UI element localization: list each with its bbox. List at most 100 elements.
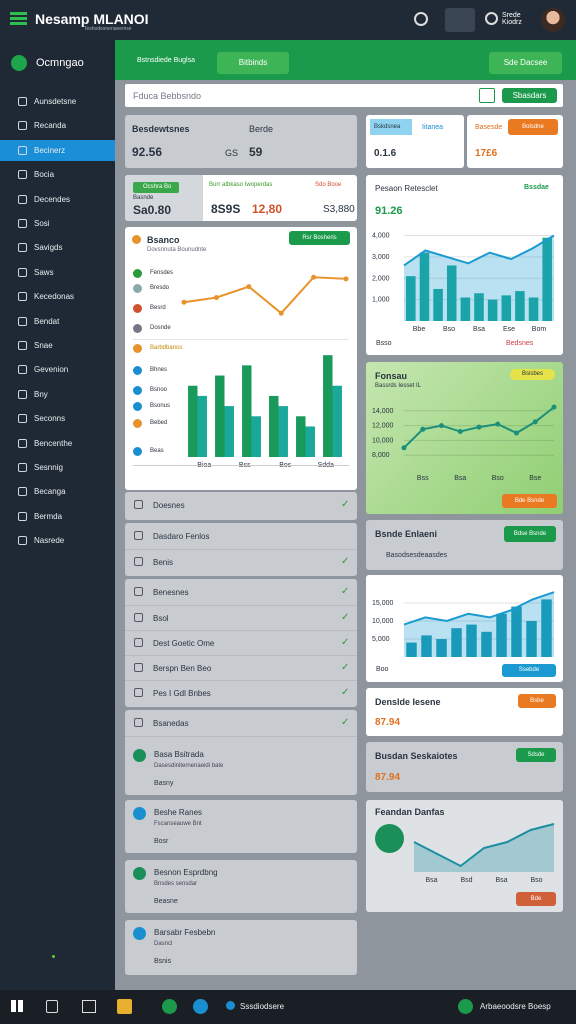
task-icon[interactable]	[46, 1000, 58, 1013]
list-row[interactable]: Benis ✓	[125, 549, 357, 573]
stat-value-2: 59	[249, 145, 263, 159]
row-check[interactable]: ✓	[341, 499, 350, 510]
legend-label: Bsonus	[150, 403, 171, 409]
task-icon[interactable]	[193, 999, 208, 1014]
bar	[421, 635, 432, 657]
nav-icon	[18, 121, 27, 131]
nav-item[interactable]: Seconns	[0, 408, 115, 429]
nav-item[interactable]: Nasrede	[0, 530, 115, 551]
legend-label: Barbdbanos	[150, 345, 183, 351]
line	[183, 276, 347, 315]
row-check[interactable]: ✓	[341, 556, 350, 567]
nav-label: Nasrede	[34, 536, 65, 546]
list-row[interactable]: Doesnes ✓	[125, 493, 357, 517]
banner-action[interactable]: Sde Dacsee	[489, 52, 562, 74]
task-icon[interactable]	[162, 999, 177, 1014]
list-row[interactable]: Bsanedas ✓	[125, 711, 357, 735]
metric-card: Denslde Iesene 87.94 Bsbe	[366, 688, 563, 736]
nav-icon	[18, 389, 27, 399]
row-icon	[134, 638, 143, 647]
bar	[433, 288, 443, 321]
revenue-card: Pesaon Retesclet Bssdae 91.26 1,000 2,000…	[366, 175, 563, 355]
metric-value: 87.94	[375, 772, 401, 783]
nav-item[interactable]: Bencenthe	[0, 433, 115, 454]
overview-button[interactable]: Rsr Bosheris	[289, 231, 350, 245]
task-icon[interactable]	[117, 999, 132, 1014]
row-check[interactable]: ✓	[341, 637, 350, 648]
task-icon[interactable]	[226, 1001, 235, 1010]
line	[413, 823, 555, 868]
row-label: Berspn Ben Beo	[153, 664, 212, 673]
point	[476, 424, 482, 430]
revenue-link[interactable]: Bedsnes	[506, 340, 534, 347]
nav-item[interactable]: Bermda	[0, 506, 115, 527]
start-button[interactable]	[11, 1000, 23, 1012]
overview-icon	[132, 235, 141, 244]
chat-button[interactable]	[445, 8, 475, 32]
nav-item[interactable]: Bocia	[0, 164, 115, 185]
avatar[interactable]	[541, 8, 565, 32]
kpi-button[interactable]: Bolsdne	[508, 119, 558, 135]
metric-button[interactable]: Bsbe	[518, 694, 556, 708]
nav-item[interactable]: Sesnnig	[0, 457, 115, 478]
list-row[interactable]: Pes I Gdl Bnbes ✓	[125, 680, 357, 704]
area-button[interactable]: Ssebde	[502, 664, 556, 677]
trend-button[interactable]: Bde	[516, 892, 556, 906]
bar	[460, 297, 471, 321]
row-check[interactable]: ✓	[341, 717, 350, 728]
row-check[interactable]: ✓	[341, 612, 350, 623]
nav-item[interactable]: Saws	[0, 262, 115, 283]
search-bar[interactable]: Fduca Bebbsndo Sbasdars	[125, 84, 563, 107]
info-button[interactable]: Bdse Bsnde	[504, 526, 556, 542]
banner-tab[interactable]: Bitbinds	[217, 52, 289, 74]
y-tick-label: 12,000	[372, 423, 394, 430]
overview-sub: Dovsnnuta Bounudnte	[147, 247, 207, 253]
nav-item[interactable]: Decendes	[0, 189, 115, 210]
gear-icon[interactable]	[485, 12, 498, 25]
row-check[interactable]: ✓	[341, 687, 350, 698]
task-icon[interactable]	[82, 1000, 96, 1013]
row-icon	[134, 531, 143, 540]
nav-item[interactable]: Savigds	[0, 237, 115, 258]
nav-item[interactable]: Kecedonas	[0, 286, 115, 307]
nav-item[interactable]: Becanga	[0, 481, 115, 502]
list-row[interactable]: Berspn Ben Beo ✓	[125, 655, 357, 679]
list-row[interactable]: Dest Goetic Ome ✓	[125, 630, 357, 654]
row-check[interactable]: ✓	[341, 662, 350, 673]
search-button[interactable]: Sbasdars	[502, 88, 557, 103]
bar	[542, 237, 552, 321]
nav-icon	[18, 536, 27, 546]
y-tick-label: 8,000	[372, 452, 390, 459]
top-bar: Nesamp MLANOI Teshodesnenaeemse Srede Ki…	[0, 0, 576, 40]
nav-item[interactable]: Becinerz	[0, 139, 115, 161]
menu-icon[interactable]	[10, 12, 27, 26]
point	[420, 426, 426, 432]
revenue-foot: Bsso	[376, 340, 392, 347]
bar	[323, 355, 333, 457]
nav-item[interactable]: Aunsdetsne	[0, 91, 115, 112]
info-card: Bsnde Enlaeni Basodsesdeaasdes Bdse Bsnd…	[366, 520, 563, 570]
nav-label: Becanga	[34, 487, 66, 497]
bar	[197, 395, 207, 457]
task-desc: Fscanseauwe Bnt	[154, 821, 202, 827]
list-row[interactable]: Bsol ✓	[125, 605, 357, 629]
nav-item[interactable]: Bendat	[0, 311, 115, 332]
play-button[interactable]	[375, 824, 404, 853]
growth-button[interactable]: Bde Bsnde	[502, 494, 557, 508]
filter-button[interactable]	[479, 88, 495, 103]
list-row[interactable]: Dasdaro Fenlos	[125, 524, 357, 548]
metric-button[interactable]: Sdsde	[516, 748, 556, 762]
nav-item[interactable]: Sosi	[0, 213, 115, 234]
trend-chart: Bsa Bsd Bsa Bso	[413, 823, 555, 884]
list-row[interactable]: Benesnes ✓	[125, 580, 357, 604]
nav-item[interactable]: Gevenion	[0, 359, 115, 380]
nav-item[interactable]: Bny	[0, 384, 115, 405]
nav-item[interactable]: Recanda	[0, 115, 115, 136]
row-check[interactable]: ✓	[341, 586, 350, 597]
nav-label: Becinerz	[34, 145, 66, 155]
bar	[406, 276, 416, 321]
nav-item[interactable]: Snae	[0, 335, 115, 356]
settings-icon[interactable]	[414, 12, 428, 26]
tray-icon[interactable]	[458, 999, 473, 1014]
task-foot: Bosr	[154, 838, 169, 845]
